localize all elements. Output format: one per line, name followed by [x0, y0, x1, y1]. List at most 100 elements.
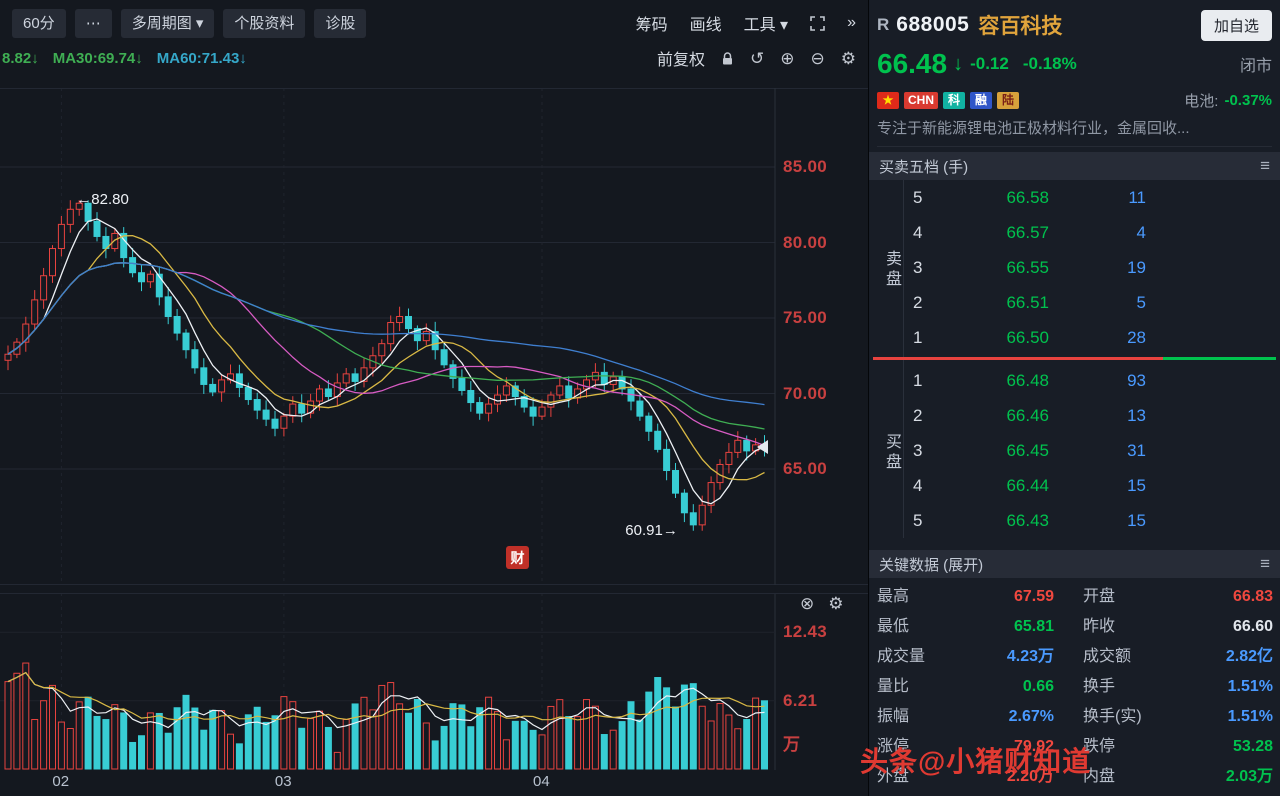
quote-header: R 688005 容百科技 加自选: [877, 9, 1272, 41]
star-market-badge: 科: [943, 91, 965, 109]
stat-value: 67.59: [1013, 588, 1054, 605]
zoom-in-icon[interactable]: ⊕: [780, 48, 795, 68]
margin-badge: 融: [970, 91, 992, 109]
chart-controls: 前复权 ↺ ⊕ ⊖ ⚙: [657, 46, 856, 70]
sell-side-label: 卖盘: [883, 249, 900, 290]
price-row: 66.48 ↓ -0.12 -0.18% 闭市: [877, 46, 1272, 82]
order-book-header[interactable]: 买卖五档 (手) ≡: [869, 152, 1280, 180]
volume: 15: [1127, 476, 1146, 495]
price: 66.50: [1006, 328, 1049, 347]
chart-region: 60分 ⋯ 多周期图 ▾ 个股资料 诊股 筹码 画线 工具 ▾ » 8.82↓ …: [0, 6, 868, 790]
pane-settings-icon[interactable]: ⚙: [828, 594, 844, 613]
menu-icon[interactable]: ≡: [1260, 156, 1270, 175]
sector-quote[interactable]: 电池: -0.37%: [1184, 90, 1272, 111]
add-watchlist-button[interactable]: 加自选: [1200, 9, 1272, 41]
adjust-mode-button[interactable]: 前复权: [656, 52, 705, 69]
sector-label: 电池:: [1184, 92, 1219, 110]
key-data-row: 成交量 4.23万 成交额 2.82亿: [869, 642, 1280, 672]
volume-pane-controls: ⊗ ⚙: [800, 595, 844, 612]
ma60-label: MA60:71.43↓: [156, 49, 247, 67]
chart-toolbar: 60分 ⋯ 多周期图 ▾ 个股资料 诊股 筹码 画线 工具 ▾ »: [0, 6, 868, 40]
sell-row-4[interactable]: 4 66.57 4: [903, 215, 1280, 250]
buy-row-4[interactable]: 4 66.44 15: [903, 468, 1280, 503]
volume: 31: [1127, 441, 1146, 460]
tools-button[interactable]: 工具 ▾: [743, 17, 789, 34]
volume-chart[interactable]: [0, 593, 868, 770]
market-status: 闭市: [1239, 58, 1272, 75]
undo-icon[interactable]: ↺: [750, 48, 765, 68]
low-price-annotation: 60.91→: [625, 521, 678, 539]
volume: 93: [1127, 371, 1146, 390]
price: 66.43: [1006, 511, 1049, 530]
level: 4: [913, 476, 923, 495]
buy-side-label: 买盘: [883, 432, 900, 473]
current-price-marker: [757, 439, 768, 454]
lock-icon[interactable]: [721, 51, 734, 66]
chart-settings-icon[interactable]: ⚙: [840, 48, 856, 68]
level: 4: [913, 223, 923, 242]
volume: 13: [1127, 406, 1146, 425]
more-tools-icon[interactable]: »: [847, 14, 856, 31]
more-periods-button[interactable]: ⋯: [74, 8, 112, 38]
period-60min-button[interactable]: 60分: [12, 8, 66, 38]
stat-value: 1.51%: [1227, 708, 1273, 725]
y-axis-label: 85.00: [783, 157, 828, 176]
y-axis-label: 65.00: [783, 459, 828, 478]
sell-row-3[interactable]: 3 66.55 19: [903, 250, 1280, 285]
stat-value: 2.82亿: [1225, 648, 1273, 665]
draw-line-button[interactable]: 画线: [689, 17, 722, 34]
stat-label: 内盘: [1083, 768, 1116, 785]
price: 66.44: [1006, 476, 1049, 495]
volume-unit-label: 万: [783, 735, 801, 754]
quote-panel: R 688005 容百科技 加自选 66.48 ↓ -0.12 -0.18% 闭…: [868, 0, 1280, 796]
key-data-header[interactable]: 关键数据 (展开) ≡: [869, 550, 1280, 578]
price-change-pct: -0.18%: [1022, 54, 1077, 73]
fullscreen-icon[interactable]: [810, 15, 825, 31]
sell-row-1[interactable]: 1 66.50 28: [903, 320, 1280, 355]
key-data-row: 最高 67.59 开盘 66.83: [869, 582, 1280, 612]
chn-badge: CHN: [904, 91, 938, 109]
bid-ask-ratio-bar: [873, 357, 1276, 360]
last-price: 66.48: [877, 48, 948, 79]
toutiao-watermark: 头条@小猪财知道: [860, 746, 1092, 777]
stat-label: 外盘: [877, 768, 910, 785]
stat-label: 开盘: [1083, 588, 1116, 605]
x-axis-label: 02: [52, 773, 70, 790]
badge-row: ★ CHN 科融陆 电池: -0.37%: [877, 90, 1272, 110]
menu-icon[interactable]: ≡: [1260, 554, 1270, 573]
stat-label: 最低: [877, 618, 910, 635]
key-data-row: 振幅 2.67% 换手(实) 1.51%: [869, 702, 1280, 732]
buy-row-1[interactable]: 1 66.48 93: [903, 363, 1280, 398]
level: 5: [913, 188, 923, 207]
price-down-arrow-icon: ↓: [953, 52, 964, 75]
sell-row-5[interactable]: 5 66.58 11: [903, 180, 1280, 215]
key-data-row: 涨停 79.92 跌停 53.28: [869, 732, 1280, 762]
volume-axis-label: 12.43: [783, 622, 828, 642]
stat-value: 66.60: [1232, 618, 1273, 635]
price: 66.57: [1006, 223, 1049, 242]
toolbar-right-group: 筹码 画线 工具 ▾ »: [636, 11, 856, 35]
multi-period-button[interactable]: 多周期图 ▾: [120, 8, 215, 38]
buy-row-3[interactable]: 3 66.45 31: [903, 433, 1280, 468]
buy-row-2[interactable]: 2 66.46 13: [903, 398, 1280, 433]
key-data-row: 量比 0.66 换手 1.51%: [869, 672, 1280, 702]
stat-label: 换手: [1083, 678, 1116, 695]
key-data-row: 外盘 2.20万 内盘 2.03万: [869, 762, 1280, 792]
candlestick-chart[interactable]: [0, 88, 868, 585]
sell-row-2[interactable]: 2 66.51 5: [903, 285, 1280, 320]
zoom-out-icon[interactable]: ⊖: [810, 48, 825, 68]
buy-row-5[interactable]: 5 66.43 15: [903, 503, 1280, 538]
stat-value: 2.67%: [1008, 708, 1054, 725]
price: 66.46: [1006, 406, 1049, 425]
y-axis-label: 75.00: [783, 308, 828, 327]
close-pane-icon[interactable]: ⊗: [800, 594, 815, 613]
stat-value: 2.03万: [1225, 768, 1273, 785]
stat-value: 1.51%: [1227, 678, 1273, 695]
diagnose-button[interactable]: 诊股: [314, 8, 367, 38]
chips-button[interactable]: 筹码: [635, 17, 668, 34]
level: 3: [913, 258, 923, 277]
stock-info-button[interactable]: 个股资料: [223, 8, 306, 38]
company-description[interactable]: 专注于新能源锂电池正极材料行业，金属回收...: [877, 116, 1272, 147]
level: 2: [913, 406, 923, 425]
indicator-bar: 8.82↓ MA30:69.74↓ MA60:71.43↓ 前复权 ↺ ⊕ ⊖ …: [0, 46, 868, 70]
